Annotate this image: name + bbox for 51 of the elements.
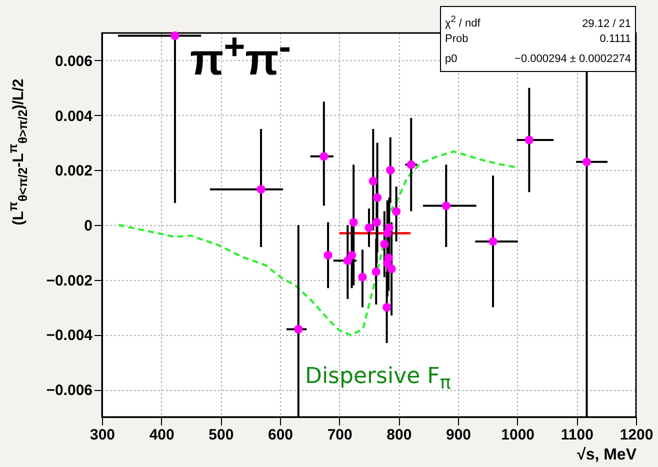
x-tick-label: 1000 xyxy=(501,426,535,444)
point xyxy=(386,166,395,174)
point xyxy=(256,185,266,194)
x-tick-label: 500 xyxy=(208,426,234,444)
x-tick-label: 800 xyxy=(386,426,412,444)
point xyxy=(320,152,328,161)
chart-title: π$^{+}$π$^{-}$ xyxy=(190,26,292,86)
annotation: Prob xyxy=(445,32,468,47)
point xyxy=(372,218,382,227)
y-tick-label: 0.004 xyxy=(54,108,94,125)
x-tick-label: 700 xyxy=(327,426,352,444)
point xyxy=(347,250,356,260)
text: 29.12 / 21 xyxy=(582,16,631,32)
point xyxy=(368,176,378,186)
x-tick-label: 400 xyxy=(149,426,174,444)
point xyxy=(524,136,534,144)
point xyxy=(442,201,450,210)
point xyxy=(324,250,332,260)
point xyxy=(170,31,180,40)
point xyxy=(392,206,401,216)
x-tick-label: 600 xyxy=(268,426,294,444)
x-tick-label: 1200 xyxy=(620,426,654,444)
point xyxy=(349,218,358,227)
annotation: −0.000294 ± 0.0002274 xyxy=(514,52,631,67)
point xyxy=(406,160,416,169)
point xyxy=(383,228,392,238)
x-axis-title: √s, MeV xyxy=(577,446,637,464)
annotation: p0 xyxy=(445,52,458,67)
point xyxy=(358,272,367,282)
point xyxy=(380,240,389,249)
text: χ$^{2}$ / ndf xyxy=(445,13,480,32)
point xyxy=(582,158,592,166)
point xyxy=(387,264,396,274)
x-tick-label: 900 xyxy=(446,426,472,444)
point xyxy=(364,223,374,232)
point xyxy=(372,267,380,276)
y-tick-label: −0.002 xyxy=(46,272,92,290)
y-tick-label: 0.002 xyxy=(54,162,92,180)
point xyxy=(294,324,303,334)
y-tick-label: 0.006 xyxy=(54,52,92,70)
y-tick-label: 0 xyxy=(84,218,92,234)
x-tick-label: 1100 xyxy=(560,426,594,444)
annotation: 0.1111 xyxy=(600,32,631,47)
y-tick-label: −0.004 xyxy=(46,327,94,344)
point xyxy=(382,302,392,312)
point xyxy=(488,237,498,246)
text: Dispersive F$_{π}$ xyxy=(305,364,451,394)
x-tick-label: 300 xyxy=(90,426,116,444)
point xyxy=(372,193,382,202)
line-series xyxy=(118,150,518,336)
y-tick-label: −0.006 xyxy=(46,382,92,400)
